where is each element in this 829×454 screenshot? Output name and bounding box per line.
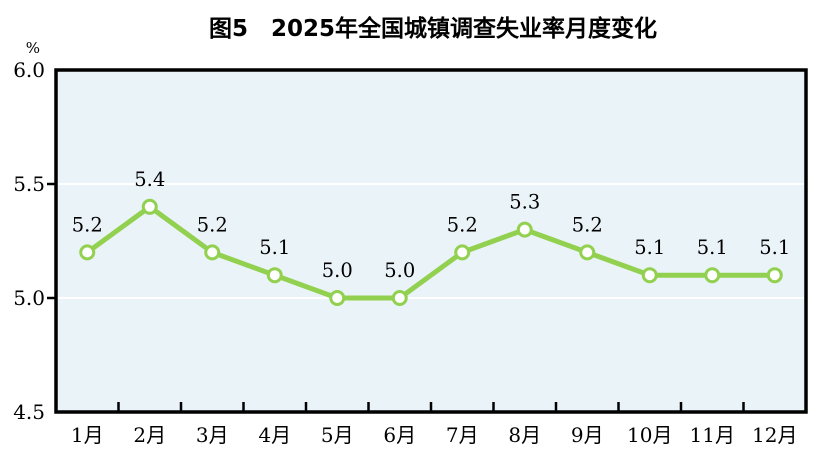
gridlines	[58, 183, 804, 299]
y-axis-unit-label: %	[26, 39, 40, 57]
x-axis-month-label: 4月	[258, 423, 291, 447]
data-label: 5.2	[72, 213, 103, 236]
unemployment-rate-line	[84, 204, 778, 301]
x-axis-month-label: 6月	[383, 423, 416, 447]
x-axis-ticks	[117, 402, 745, 412]
data-label: 5.1	[759, 236, 790, 259]
x-axis-month-label: 1月	[71, 423, 104, 447]
x-axis-month-label: 5月	[321, 423, 354, 447]
y-axis-tick-label: 5.0	[13, 286, 45, 310]
y-axis-ticks	[47, 182, 56, 300]
data-point-marker	[766, 267, 783, 284]
x-axis-month-label: 3月	[196, 423, 229, 447]
data-point-marker	[204, 244, 221, 261]
x-axis-month-label: 12月	[752, 423, 797, 447]
x-axis-month-label: 2月	[133, 423, 166, 447]
x-axis-month-label: 9月	[571, 423, 604, 447]
x-axis-month-label: 8月	[508, 423, 541, 447]
y-axis-labels: 4.5 5.0 5.5 6.0	[13, 58, 45, 424]
x-axis-month-label: 7月	[446, 423, 479, 447]
data-point-marker	[141, 198, 158, 215]
x-axis-labels: 1月 2月 3月 4月 5月 6月 7月 8月 9月 10月 11月 12月	[71, 423, 798, 447]
x-axis-month-label: 11月	[690, 423, 735, 447]
data-point-marker	[704, 267, 721, 284]
data-point-marker	[516, 221, 533, 238]
y-axis-tick-label: 4.5	[13, 400, 45, 424]
data-point-marker	[579, 244, 596, 261]
y-axis-tick-label: 5.5	[13, 172, 45, 196]
data-point-markers	[79, 198, 783, 306]
data-label: 5.2	[572, 213, 603, 236]
data-label: 5.0	[322, 259, 353, 282]
data-label: 5.3	[509, 191, 540, 214]
data-point-marker	[79, 244, 96, 261]
data-point-marker	[454, 244, 471, 261]
data-label: 5.4	[134, 168, 165, 191]
x-axis-month-label: 10月	[627, 423, 672, 447]
plot-area-background	[56, 70, 806, 412]
data-label: 5.1	[697, 236, 728, 259]
series-line	[84, 204, 778, 301]
data-point-marker	[266, 267, 283, 284]
data-point-marker	[329, 290, 346, 306]
data-label: 5.2	[197, 213, 228, 236]
y-axis-tick-label: 6.0	[13, 58, 45, 82]
data-label: 5.1	[634, 236, 665, 259]
data-label: 5.0	[384, 259, 415, 282]
data-label: 5.1	[259, 236, 290, 259]
data-labels: 5.2 5.4 5.2 5.1 5.0 5.0 5.2 5.3 5.2 5.1 5.1 5.1	[72, 168, 791, 282]
data-point-marker	[641, 267, 658, 284]
data-point-marker	[391, 290, 408, 306]
chart-title: 图5 2025年全国城镇调查失业率月度变化	[209, 15, 657, 42]
data-label: 5.2	[447, 213, 478, 236]
